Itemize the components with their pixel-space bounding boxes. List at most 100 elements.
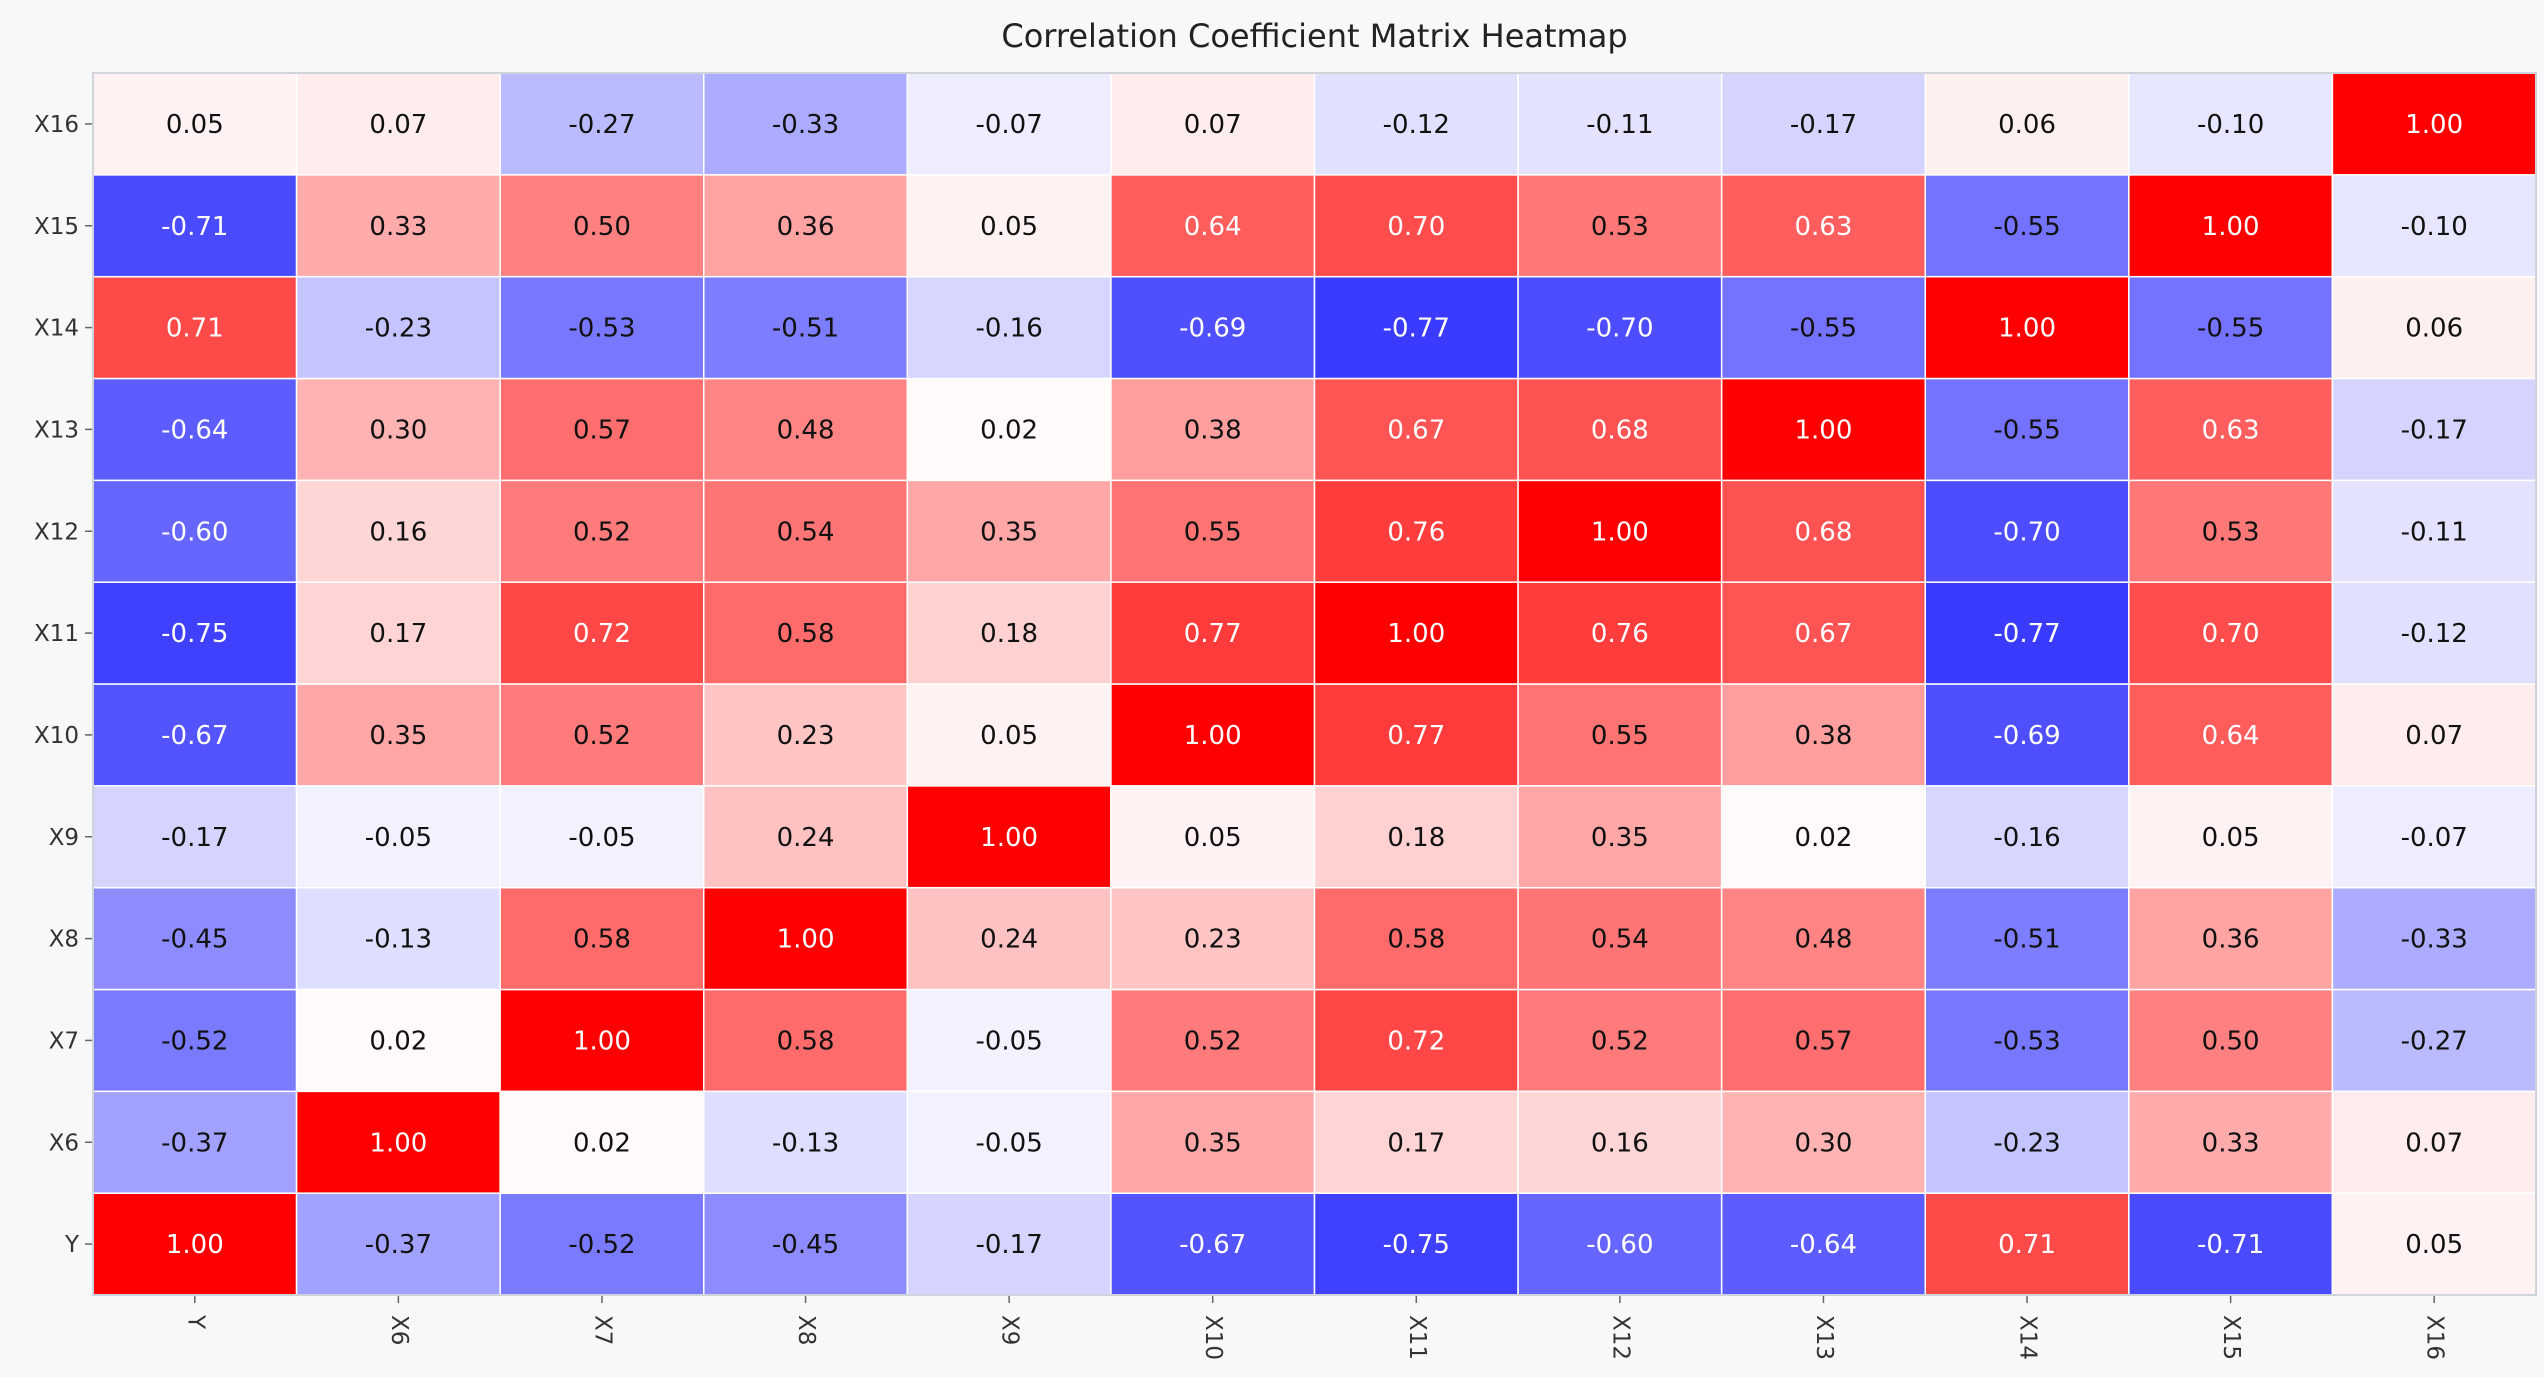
heatmap-cell-X14-X6 (295, 275, 501, 380)
cell-value-label: 0.57 (573, 415, 631, 445)
x-tick-label: X7 (589, 1315, 615, 1345)
heatmap-cell-X15-X12 (1517, 174, 1723, 278)
heatmap-cell-Y-X6 (295, 1192, 501, 1296)
heatmap-cell-X15-X8 (703, 174, 909, 278)
heatmap-cell-X7-X14 (1924, 988, 2130, 1093)
cell-value-label: 0.02 (980, 415, 1038, 445)
heatmap-cell-X13-X14 (1924, 377, 2130, 482)
heatmap-cell-X13-X6 (295, 377, 501, 482)
heatmap-cell-X12-X14 (1924, 479, 2130, 583)
heatmap-cell-Y-X16 (2331, 1192, 2537, 1296)
cell-value-label: 1.00 (369, 1128, 427, 1158)
cell-value-label: -0.13 (365, 925, 432, 955)
cell-value-label: 0.58 (777, 619, 835, 649)
cell-value-label: -0.11 (2401, 517, 2468, 547)
cell-value-label: 0.68 (1591, 415, 1649, 445)
heatmap-cell-X15-X6 (295, 174, 501, 278)
heatmap-cell-X7-Y (92, 988, 298, 1093)
cell-value-label: 0.30 (369, 415, 427, 445)
heatmap-cell-X16-X15 (2128, 72, 2334, 176)
heatmap-cell-Y-Y (92, 1192, 298, 1296)
cell-value-label: 0.70 (1387, 212, 1445, 242)
cell-value-label: 1.00 (1795, 415, 1853, 445)
cell-value-label: 0.18 (1387, 823, 1445, 853)
cell-value-label: 0.76 (1387, 517, 1445, 547)
heatmap-cell-X10-X8 (703, 683, 909, 787)
cell-value-label: 0.53 (1591, 212, 1649, 242)
cell-value-label: 0.07 (369, 110, 427, 140)
cell-value-label: 0.64 (1184, 212, 1242, 242)
y-tick-label: X7 (49, 1028, 79, 1054)
heatmap-cell-X13-X11 (1313, 377, 1519, 482)
heatmap-cell-X6-X11 (1313, 1090, 1519, 1194)
heatmap-cell-X14-X15 (2128, 275, 2334, 380)
heatmap-cell-X10-X10 (1110, 683, 1316, 787)
cell-value-label: 1.00 (573, 1026, 631, 1056)
y-axis: Y X6 X7 X8 X9 X10 X11 X12 X13 X14 X15 X16 (34, 112, 93, 1258)
heatmap-cell-X9-X10 (1110, 785, 1316, 889)
cell-value-label: -0.16 (1993, 823, 2060, 853)
heatmap-cell-X12-X15 (2128, 479, 2334, 583)
heatmap-cells (92, 72, 2537, 1296)
heatmap-cell-X10-X13 (1720, 683, 1926, 787)
heatmap-cell-X7-X9 (906, 988, 1112, 1093)
heatmap-cell-X12-X12 (1517, 479, 1723, 583)
cell-value-label: 0.17 (369, 619, 427, 649)
cell-value-label: -0.55 (1993, 212, 2060, 242)
cell-value-label: 0.55 (1591, 721, 1649, 751)
cell-value-label: -0.64 (161, 415, 228, 445)
heatmap-cell-X9-X6 (295, 785, 501, 889)
cell-value-label: 0.67 (1795, 619, 1853, 649)
cell-value-label: 0.05 (1184, 823, 1242, 853)
cell-value-label: 0.38 (1184, 415, 1242, 445)
heatmap-cell-X13-X10 (1110, 377, 1316, 482)
heatmap-cell-X11-Y (92, 581, 298, 685)
heatmap-cell-X16-X11 (1313, 72, 1519, 176)
plot-frame (92, 72, 2537, 1296)
cell-value-label: 0.71 (166, 314, 224, 344)
heatmap-cell-X6-X8 (703, 1090, 909, 1194)
cell-value-label: 0.07 (2405, 721, 2463, 751)
cell-value-label: 0.77 (1387, 721, 1445, 751)
cell-value-label: -0.45 (161, 925, 228, 955)
cell-value-label: 0.63 (1795, 212, 1853, 242)
heatmap-cell-X9-X16 (2331, 785, 2537, 889)
heatmap-cell-X16-X14 (1924, 72, 2130, 176)
heatmap-cell-X10-X15 (2128, 683, 2334, 787)
x-tick-label: X13 (1811, 1315, 1837, 1360)
heatmap-cell-X14-X9 (906, 275, 1112, 380)
cell-value-label: 0.02 (369, 1026, 427, 1056)
cell-value-label: -0.05 (975, 1026, 1042, 1056)
cell-value-label: -0.52 (161, 1026, 228, 1056)
cell-value-label: -0.11 (1586, 110, 1653, 140)
heatmap-cell-X11-X8 (703, 581, 909, 685)
y-tick-label: X13 (34, 417, 79, 443)
heatmap-cell-X14-Y (92, 275, 298, 380)
heatmap-cell-X16-X10 (1110, 72, 1316, 176)
cell-value-label: -0.67 (1179, 1230, 1246, 1260)
cell-value-label: 1.00 (1998, 314, 2056, 344)
cell-value-label: -0.23 (1993, 1128, 2060, 1158)
cell-value-label: 0.67 (1387, 415, 1445, 445)
cell-value-label: 0.54 (1591, 925, 1649, 955)
heatmap-cell-X15-X14 (1924, 174, 2130, 278)
cell-value-label: -0.71 (2197, 1230, 2264, 1260)
cell-value-label: -0.05 (975, 1128, 1042, 1158)
cell-value-label: 0.06 (1998, 110, 2056, 140)
cell-value-label: 0.35 (1591, 823, 1649, 853)
cell-value-label: 1.00 (1184, 721, 1242, 751)
cell-value-label: 0.18 (980, 619, 1038, 649)
heatmap-cell-X9-X15 (2128, 785, 2334, 889)
cell-value-label: -0.07 (2401, 823, 2468, 853)
cell-value-label: 0.52 (1184, 1026, 1242, 1056)
cell-value-label: 0.64 (2202, 721, 2260, 751)
cell-value-label: 0.58 (1387, 925, 1445, 955)
cell-value-label: -0.77 (1383, 314, 1450, 344)
cell-value-label: -0.77 (1993, 619, 2060, 649)
cell-value-label: -0.17 (1790, 110, 1857, 140)
heatmap-cell-X10-Y (92, 683, 298, 787)
cell-value-label: 0.16 (369, 517, 427, 547)
y-tick-label: X16 (34, 112, 79, 138)
cell-value-label: -0.37 (365, 1230, 432, 1260)
heatmap-cell-X8-X6 (295, 886, 501, 991)
